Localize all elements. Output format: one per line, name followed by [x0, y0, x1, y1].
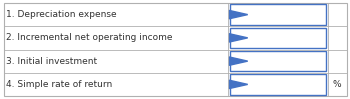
Bar	[230, 28, 326, 48]
Bar	[230, 74, 326, 95]
Text: 1. Depreciation expense: 1. Depreciation expense	[6, 10, 117, 19]
Polygon shape	[229, 80, 248, 89]
Bar	[230, 51, 326, 71]
Bar	[230, 4, 326, 25]
Text: 3. Initial investment: 3. Initial investment	[6, 57, 97, 66]
Text: %: %	[333, 80, 341, 89]
Text: 2. Incremental net operating income: 2. Incremental net operating income	[6, 33, 173, 42]
Polygon shape	[229, 34, 248, 42]
Polygon shape	[229, 57, 248, 65]
Text: 4. Simple rate of return: 4. Simple rate of return	[6, 80, 112, 89]
Polygon shape	[229, 10, 248, 19]
